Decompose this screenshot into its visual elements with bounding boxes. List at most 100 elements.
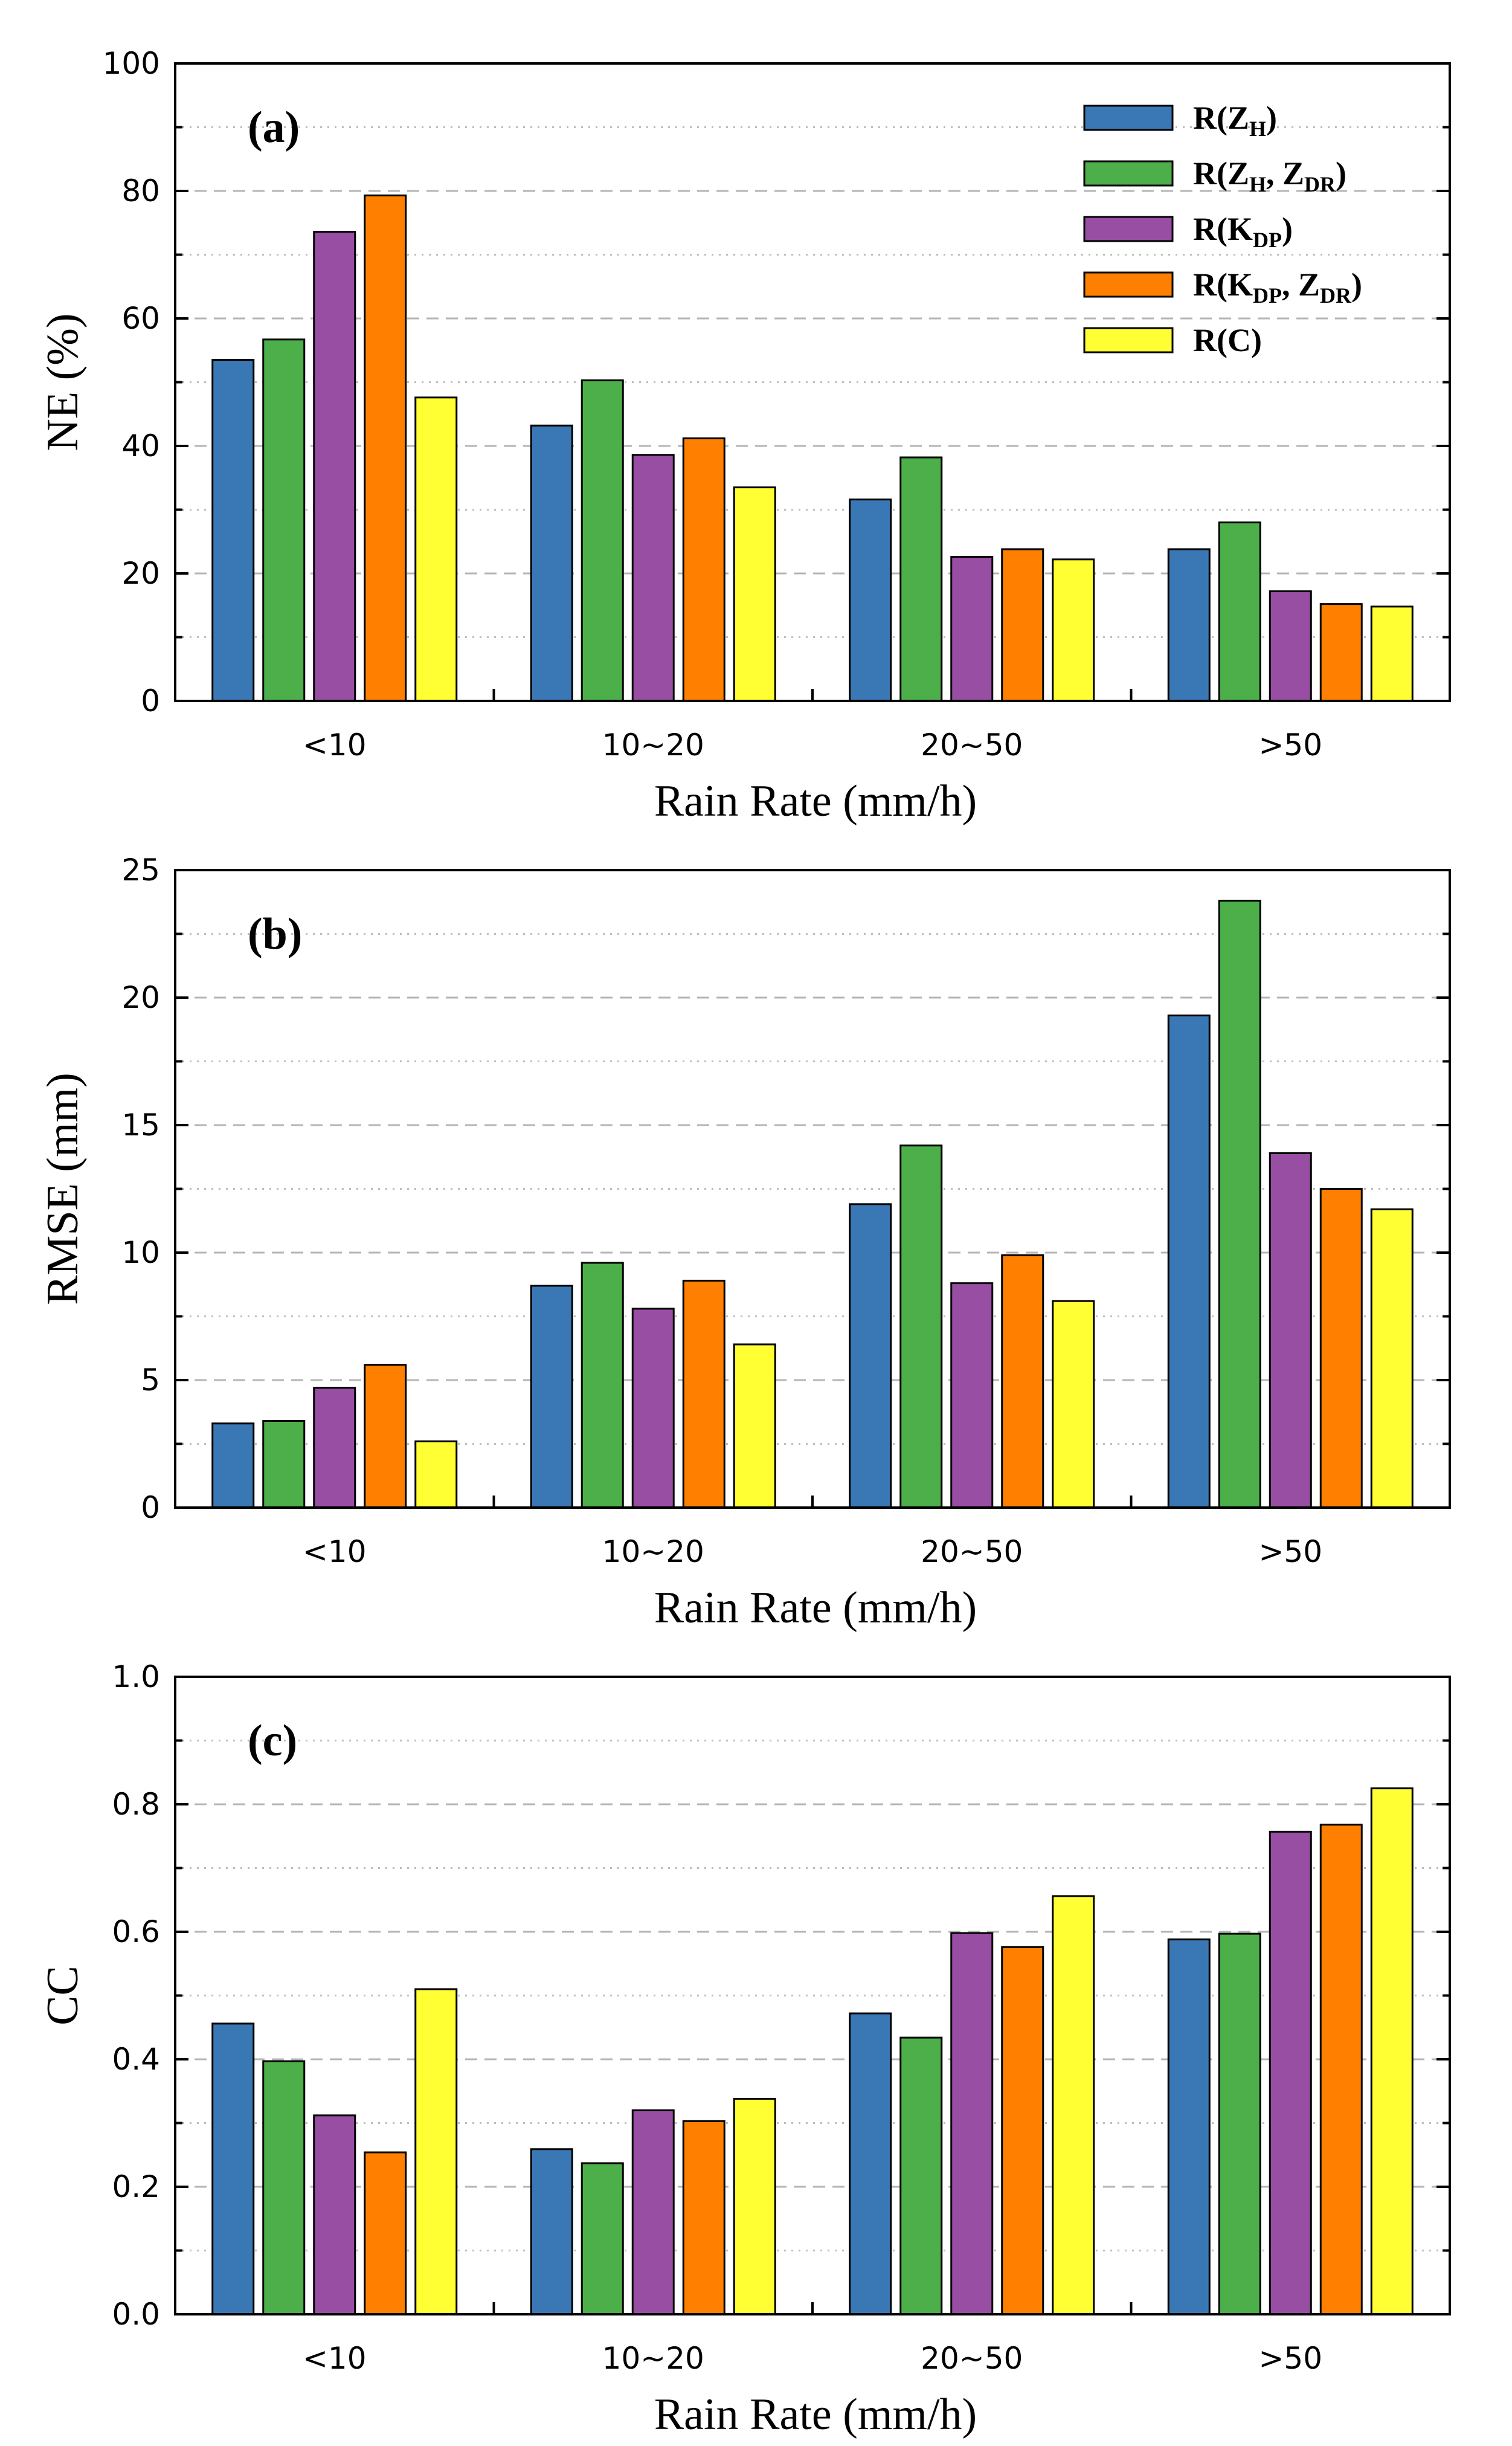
x-tick-label: 10~20 xyxy=(602,2341,704,2376)
legend-swatch xyxy=(1083,160,1174,187)
bar-zh-1 xyxy=(530,1285,573,1509)
bar-zh-3 xyxy=(1167,1938,1211,2315)
y-tick-label: 25 xyxy=(121,853,160,888)
bar-kdp-zdr-1 xyxy=(682,437,725,702)
bar-kdp-0 xyxy=(313,231,356,702)
bar-kdp-0 xyxy=(313,1387,356,1509)
y-tick-label: 60 xyxy=(121,301,160,336)
bar-kdp-3 xyxy=(1269,590,1312,702)
bar-zh-0 xyxy=(211,2022,255,2315)
bar-kdp-1 xyxy=(631,1308,675,1509)
bar-kdp-1 xyxy=(631,2109,675,2315)
panel-2: 0.0 0.2 0.4 0.6 0.8 1.0 <10 10~20 20~50 >50 Rain R… xyxy=(38,1659,1451,2439)
bar-zh-0 xyxy=(211,1422,255,1509)
panel-0: 0 20 40 60 80 100 <10 10~20 20~50 >50 Rain Rate (m… xyxy=(38,46,1451,826)
panel-label: (c) xyxy=(248,1716,297,1766)
bar-kdp-zdr-0 xyxy=(364,194,407,702)
bar-zh-zdr-2 xyxy=(899,1144,943,1509)
y-tick-label: 100 xyxy=(103,46,160,81)
y-tick-label: 0.6 xyxy=(112,1914,160,1949)
bar-zh-3 xyxy=(1167,1015,1211,1509)
y-tick-label: 20 xyxy=(121,980,160,1015)
x-tick-label: >50 xyxy=(1258,728,1322,763)
bar-kdp-3 xyxy=(1269,1830,1312,2315)
bar-kdp-zdr-0 xyxy=(364,1364,407,1509)
x-tick-label: 20~50 xyxy=(921,2341,1023,2376)
bar-c-3 xyxy=(1370,605,1414,702)
bar-c-2 xyxy=(1052,1895,1095,2315)
bar-zh-zdr-2 xyxy=(899,456,943,702)
y-tick-label: 40 xyxy=(121,428,160,463)
bar-kdp-zdr-2 xyxy=(1001,1946,1044,2315)
y-tick-label: 20 xyxy=(121,556,160,591)
bar-zh-0 xyxy=(211,359,255,702)
y-tick-label: 0.4 xyxy=(112,2042,160,2077)
bar-zh-zdr-3 xyxy=(1218,900,1261,1509)
x-tick-label: >50 xyxy=(1258,1534,1322,1569)
bar-kdp-zdr-3 xyxy=(1319,1188,1363,1509)
bar-kdp-zdr-3 xyxy=(1319,603,1363,702)
panel-label: (b) xyxy=(248,909,302,959)
bar-kdp-zdr-2 xyxy=(1001,548,1044,702)
bar-c-2 xyxy=(1052,558,1095,702)
x-axis-title: Rain Rate (mm/h) xyxy=(654,1583,977,1633)
y-tick-label: 0 xyxy=(141,1490,160,1525)
bar-zh-zdr-0 xyxy=(262,1420,306,1509)
bar-kdp-zdr-1 xyxy=(682,1279,725,1509)
legend-entry: R(KDP, ZDR) xyxy=(1193,266,1362,308)
bar-kdp-0 xyxy=(313,2114,356,2315)
panel-1: 0 5 10 15 20 25 <10 10~20 20~50 >50 Rain Rate (mm/… xyxy=(38,853,1451,1633)
legend-swatch xyxy=(1083,105,1174,131)
y-tick-label: 80 xyxy=(121,173,160,208)
bar-kdp-3 xyxy=(1269,1152,1312,1509)
bar-c-3 xyxy=(1370,1787,1414,2315)
bar-zh-2 xyxy=(849,2012,892,2315)
y-tick-label: 10 xyxy=(121,1235,160,1270)
x-tick-label: <10 xyxy=(303,728,367,763)
x-tick-label: 10~20 xyxy=(602,1534,704,1569)
bar-c-0 xyxy=(414,1988,458,2315)
legend-entry: R(C) xyxy=(1193,322,1262,358)
legend-entry: R(ZH, ZDR) xyxy=(1193,155,1346,196)
bar-c-3 xyxy=(1370,1208,1414,1509)
bar-zh-1 xyxy=(530,424,573,702)
x-tick-label: 10~20 xyxy=(602,728,704,763)
legend: R(ZH) R(ZH, ZDR) R(KDP) R(KDP, ZDR) R(C) xyxy=(1083,100,1362,358)
y-axis-title: RMSE (mm) xyxy=(38,1073,88,1305)
bar-zh-3 xyxy=(1167,548,1211,702)
x-tick-label: 20~50 xyxy=(921,1534,1023,1569)
x-axis-title: Rain Rate (mm/h) xyxy=(654,2390,977,2439)
bar-c-1 xyxy=(733,486,776,702)
legend-entry: R(KDP) xyxy=(1193,211,1293,252)
bar-c-1 xyxy=(733,2097,776,2315)
y-tick-label: 0.2 xyxy=(112,2169,160,2204)
x-axis-title: Rain Rate (mm/h) xyxy=(654,776,977,826)
bar-kdp-2 xyxy=(950,1932,994,2315)
bar-kdp-2 xyxy=(950,1282,994,1509)
bar-kdp-zdr-2 xyxy=(1001,1254,1044,1509)
y-tick-label: 5 xyxy=(141,1363,160,1398)
bar-kdp-zdr-1 xyxy=(682,2120,725,2315)
y-tick-label: 1.0 xyxy=(112,1659,160,1694)
y-tick-label: 0.8 xyxy=(112,1787,160,1822)
bar-zh-zdr-0 xyxy=(262,2060,306,2315)
bar-zh-2 xyxy=(849,499,892,702)
bar-kdp-2 xyxy=(950,556,994,702)
x-tick-label: <10 xyxy=(303,2341,367,2376)
bar-c-0 xyxy=(414,396,458,702)
bar-zh-zdr-3 xyxy=(1218,1932,1261,2315)
bar-c-2 xyxy=(1052,1300,1095,1509)
bar-c-0 xyxy=(414,1440,458,1509)
x-tick-label: 20~50 xyxy=(921,728,1023,763)
legend-swatch xyxy=(1083,216,1174,242)
bar-zh-1 xyxy=(530,2148,573,2315)
bar-kdp-zdr-0 xyxy=(364,2151,407,2315)
y-tick-label: 0.0 xyxy=(112,2297,160,2332)
legend-swatch xyxy=(1083,271,1174,298)
legend-entry: R(ZH) xyxy=(1193,100,1277,141)
bar-zh-zdr-1 xyxy=(581,379,624,702)
bar-zh-zdr-0 xyxy=(262,338,306,702)
legend-swatch xyxy=(1083,327,1174,353)
y-tick-label: 15 xyxy=(121,1108,160,1143)
